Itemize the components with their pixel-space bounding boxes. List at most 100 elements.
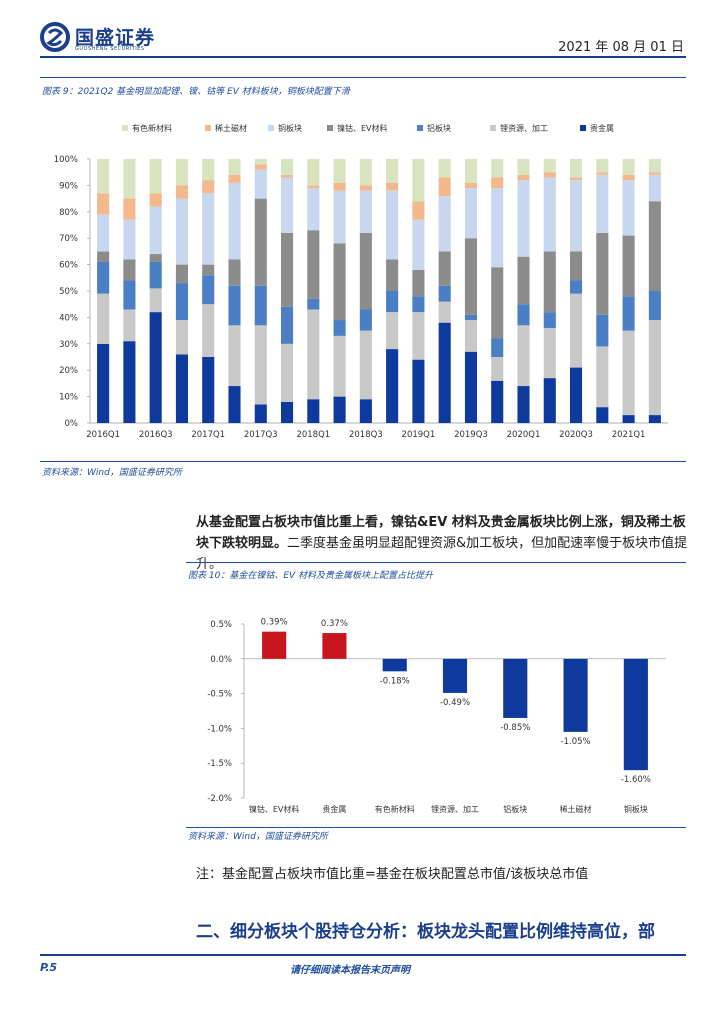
bar-segment <box>307 309 320 400</box>
bar-segment <box>123 309 136 342</box>
bar-segment <box>97 159 110 194</box>
figure10-bottom-rule <box>186 827 686 828</box>
bar-segment <box>281 232 294 307</box>
legend-swatch <box>417 125 423 131</box>
bar-segment <box>202 193 215 265</box>
bar-segment <box>464 320 477 352</box>
logo: 国盛证券 GUOSHENG SECURITIES <box>40 22 170 54</box>
bar-segment <box>359 190 372 233</box>
bar-segment <box>622 159 635 175</box>
x-tick-label: 镍钴、EV材料 <box>249 804 300 814</box>
bar-segment <box>254 164 267 170</box>
bar-segment <box>333 320 346 336</box>
bar-segment <box>123 259 136 281</box>
bar-segment <box>570 367 583 423</box>
bar-segment <box>438 285 451 302</box>
bar-segment <box>386 259 399 291</box>
y-tick-label: 0% <box>65 419 79 429</box>
bar-segment <box>438 301 451 323</box>
x-tick-label: 锂资源、加工 <box>431 804 479 814</box>
bar-segment <box>648 291 661 321</box>
x-tick-label: 2019Q1 <box>402 430 436 440</box>
bar-segment <box>228 259 241 286</box>
x-tick-label: 2018Q1 <box>296 430 330 440</box>
legend-label: 镍钴、EV材料 <box>337 123 388 133</box>
bar-segment <box>491 357 504 381</box>
analysis-paragraph: 从基金配置占板块市值比重上看，镍钴&EV 材料及贵金属板块比例上涨，铜及稀土板块… <box>196 512 688 575</box>
legend-swatch <box>580 125 586 131</box>
y-tick-label: 40% <box>59 313 78 323</box>
data-label: -1.05% <box>561 737 591 747</box>
bar-segment <box>281 343 294 402</box>
bar-segment <box>412 219 425 270</box>
y-tick-label: -1.5% <box>207 759 232 769</box>
bar-segment <box>543 177 556 252</box>
data-label: 0.37% <box>321 619 348 629</box>
change-bar-chart: 0.5% 0.0% -0.5% -1.0% -1.5% -2.0% 0.39% 镍钴、EV材料… <box>207 618 666 814</box>
bar-segment <box>307 159 320 186</box>
bar-segment <box>622 330 635 416</box>
bar-segment <box>281 174 294 178</box>
bar-segment <box>228 174 241 183</box>
bar-segment <box>359 399 372 423</box>
bar <box>262 631 287 659</box>
bar-segment <box>386 349 399 423</box>
bar-segment <box>149 288 162 313</box>
bar-segment <box>202 264 215 276</box>
bar-segment <box>596 314 609 347</box>
bar-segment <box>570 280 583 294</box>
bar-segment <box>97 293 110 344</box>
bar-segment <box>149 312 162 423</box>
legend-swatch <box>122 125 128 131</box>
section-heading: 二、细分板块个股持仓分析：板块龙头配置比例维持高位，部 <box>196 922 655 942</box>
bar-segment <box>333 396 346 423</box>
bar-segment <box>228 182 241 260</box>
bar <box>382 658 407 672</box>
bar-segment <box>596 172 609 175</box>
bar-segment <box>622 415 635 423</box>
bar-segment <box>622 296 635 331</box>
y-tick-label: -0.5% <box>207 690 232 700</box>
bar-segment <box>438 195 451 252</box>
report-date: 2021 年 08 月 01 日 <box>558 40 684 55</box>
y-tick-label: 60% <box>59 261 78 271</box>
bar-segment <box>570 177 583 181</box>
data-label: -1.60% <box>621 775 651 785</box>
bar-segment <box>596 407 609 423</box>
bar-segment <box>123 198 136 220</box>
bar-segment <box>464 159 477 183</box>
bar-segment <box>412 201 425 220</box>
page-number: P.5 <box>40 961 58 974</box>
y-tick-label: 20% <box>59 366 78 376</box>
y-tick-label: 100% <box>54 155 78 165</box>
y-tick-label: 70% <box>59 234 78 244</box>
legend-label: 铜板块 <box>278 123 302 133</box>
bar-segment <box>254 404 267 423</box>
bar-segment <box>149 254 162 262</box>
figure10-caption: 图表 10：基金在镍钴、EV 材料及贵金属板块上配置占比提升 <box>188 571 434 581</box>
x-tick-label: 2016Q3 <box>139 430 173 440</box>
x-tick-label: 2019Q3 <box>454 430 488 440</box>
bar-segment <box>543 159 556 173</box>
legend-label: 锂资源、加工 <box>500 123 548 133</box>
bar-segment <box>97 193 110 215</box>
figure9-caption: 图表 9：2021Q2 基金明显加配锂、镍、钴等 EV 材料板块，铜板块配置下滑 <box>42 87 350 97</box>
bar-segment <box>438 159 451 178</box>
legend-swatch <box>205 125 211 131</box>
bar-segment <box>254 159 267 165</box>
bar-segment <box>648 415 661 423</box>
bar-segment <box>517 386 530 423</box>
bar-segment <box>517 304 530 326</box>
stacked-bar-chart: 有色新材料 稀土磁材 铜板块 镍钴、EV材料 铝板块 锂资源、加工 贵金属 0% 10% 20% 3… <box>54 123 668 440</box>
bar-segment <box>622 235 635 297</box>
bar-segment <box>438 251 451 286</box>
x-tick-label: 2017Q1 <box>191 430 225 440</box>
bar-segment <box>202 357 215 423</box>
bar-segment <box>175 198 188 265</box>
bar-segment <box>359 159 372 186</box>
bar-segment <box>517 174 530 181</box>
bar-segment <box>438 322 451 423</box>
footnote: 注：基金配置占板块市值比重=基金在板块配置总市值/该板块总市值 <box>196 867 589 882</box>
bar-segment <box>202 180 215 194</box>
bar-segment <box>543 378 556 423</box>
